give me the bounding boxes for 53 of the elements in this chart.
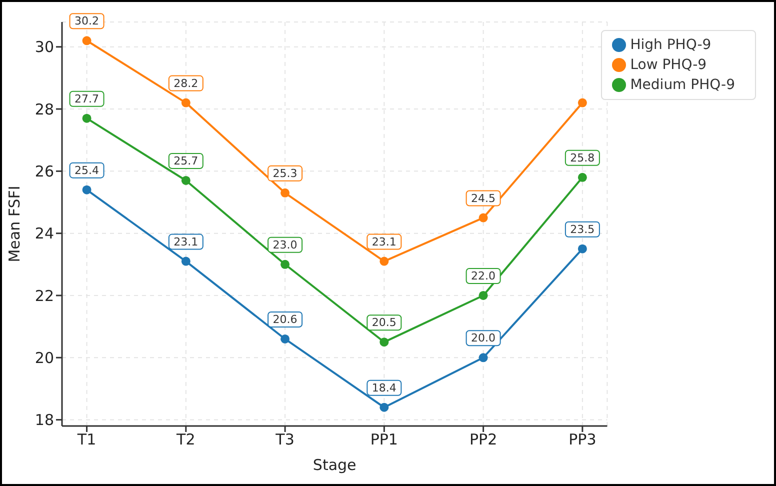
point [578,244,587,254]
point [380,402,389,412]
data-label: 30.2 [74,14,100,28]
data-label: 20.0 [471,332,496,345]
legend-label: Medium PHQ-9 [630,77,735,93]
data-label: 20.6 [272,312,298,326]
point [578,172,587,182]
point [280,334,290,344]
data-label: 25.4 [74,164,100,177]
y-tick-label: 18 [34,411,54,430]
point [181,176,190,185]
point [380,338,389,347]
data-label: 18.4 [372,381,396,394]
point [181,98,190,108]
x-tick-label: PP1 [370,430,398,449]
y-tick-label: 22 [34,286,54,305]
y-axis-title: Mean FSFI [5,186,24,262]
data-label: 28.2 [174,76,198,90]
point [82,114,92,123]
x-tick-label: T3 [274,430,294,449]
x-tick-label: PP2 [469,430,498,449]
y-tick-label: 20 [34,348,54,367]
data-label: 23.5 [570,222,595,236]
x-tick-label: T1 [76,430,96,449]
legend-label: Low PHQ-9 [630,57,707,73]
y-tick-label: 26 [34,162,54,180]
data-label: 20.5 [372,316,396,330]
x-tick-label: PP3 [568,430,596,449]
point [82,185,92,194]
y-tick-label: 30 [34,38,54,56]
point [478,213,488,222]
point [478,353,488,362]
data-label: 22.0 [471,269,496,282]
point [380,256,389,266]
y-tick-label: 24 [34,224,54,243]
data-label: 24.5 [471,192,496,205]
legend-label: High PHQ-9 [630,37,712,53]
x-axis-title: Stage [312,456,356,474]
data-label: 23.1 [372,235,396,248]
point [280,260,290,269]
y-tick-label: 28 [34,100,54,118]
point [181,256,190,266]
point [82,36,92,46]
data-label: 23.0 [272,238,298,252]
data-label: 25.3 [272,166,298,180]
point [280,188,290,198]
point [578,98,587,108]
data-label: 27.7 [74,92,100,106]
data-label: 25.7 [174,154,198,168]
data-label: 25.8 [570,151,595,164]
data-label: 23.1 [174,235,198,248]
point [478,290,488,300]
x-tick-label: T2 [176,430,196,449]
